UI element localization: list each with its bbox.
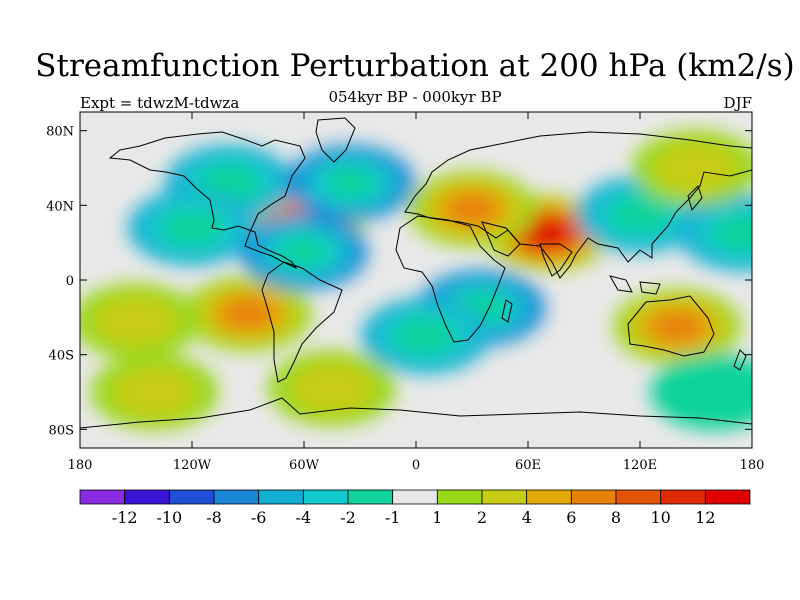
season-label: DJF (723, 94, 752, 112)
anomaly-contour (710, 214, 752, 253)
colorbar-label: 4 (522, 508, 532, 527)
colorbar-swatch (302, 489, 349, 505)
x-tick-label: 180 (68, 458, 93, 473)
anomaly-contour (160, 208, 224, 247)
anomaly-feature (408, 171, 536, 248)
y-tick-label: 80S (49, 423, 74, 438)
y-tick-label: 0 (66, 274, 74, 289)
colorbar-swatch (704, 489, 751, 505)
colorbar-label: -2 (340, 508, 356, 527)
anomaly-contour (112, 367, 197, 417)
anomaly-feature (361, 298, 490, 374)
coast-india (539, 243, 573, 277)
colorbar: -12 -10 -8 -6 -4 -2 -1 1 2 4 6 8 10 12 (79, 489, 751, 527)
axis-ticks: 80N 40N 0 40S 80S 180 120W 60W 0 60E 120E 180 (46, 112, 764, 473)
plot-area (80, 112, 752, 448)
colorbar-swatch (168, 489, 215, 505)
colorbar-label: 10 (650, 508, 670, 527)
coast-south-america (261, 261, 343, 383)
anomaly-feature (90, 354, 219, 430)
anomaly-feature (80, 283, 200, 360)
colorbar-swatch (615, 489, 662, 505)
x-tick-label: 120E (623, 458, 657, 473)
colorbar-swatch (436, 489, 483, 505)
coast-indonesia (608, 275, 661, 295)
x-tick-label: 120W (173, 458, 212, 473)
colorbar-swatch (124, 489, 170, 505)
anomaly-contour (654, 143, 738, 193)
coast-eurasia (404, 131, 752, 279)
colorbar-label: 6 (566, 508, 576, 527)
y-tick-label: 80N (46, 125, 74, 140)
y-tick-label: 40N (46, 199, 74, 214)
anomaly-feature (678, 195, 752, 272)
anomaly-contour (651, 310, 704, 343)
chart-title: Streamfunction Perturbation at 200 hPa (… (35, 48, 795, 84)
x-tick-label: 60W (289, 458, 320, 473)
colorbar-swatch (481, 489, 528, 505)
anomaly-feature (613, 288, 742, 365)
colorbar-label: -8 (206, 508, 222, 527)
x-tick-label: 180 (740, 458, 765, 473)
coast-australia (627, 295, 715, 357)
anomaly-contour (221, 297, 275, 330)
coast-madagascar (501, 299, 513, 323)
coast-arabia (481, 221, 521, 257)
colorbar-label: 8 (611, 508, 621, 527)
colorbar-label: 1 (432, 508, 442, 527)
anomaly-contour (290, 363, 374, 414)
anomaly-contour (445, 193, 499, 225)
anomaly-feature (632, 130, 752, 206)
anomaly-contour (277, 236, 331, 268)
coast-japan (687, 185, 703, 212)
x-tick-label: 0 (412, 458, 420, 473)
colorbar-swatch (570, 489, 617, 505)
colorbar-swatch (660, 489, 706, 505)
coast-north-america (108, 131, 306, 270)
colorbar-swatch (79, 489, 126, 505)
colorbar-swatch (526, 489, 572, 505)
coast-new-zealand (733, 349, 747, 371)
colorbar-swatch (392, 489, 438, 505)
anomaly-feature (268, 350, 396, 427)
anomaly-contour (608, 195, 672, 234)
colorbar-swatch (213, 489, 260, 505)
anomaly-contour (528, 222, 565, 245)
colorbar-label: -1 (385, 508, 401, 527)
coast-greenland (315, 117, 356, 163)
anomaly-contour (324, 167, 377, 199)
x-tick-label: 60E (515, 458, 541, 473)
colorbar-label: -12 (112, 508, 138, 527)
anomaly-feature (650, 354, 752, 430)
colorbar-swatch (347, 489, 394, 505)
anomaly-feature (286, 144, 415, 221)
chart-subtitle: 054kyr BP - 000kyr BP (328, 88, 502, 106)
colorbar-label: 12 (695, 508, 715, 527)
coast-antarctica (80, 397, 752, 429)
colorbar-label: 2 (477, 508, 487, 527)
anomaly-contour (94, 296, 178, 346)
anomaly-contour (393, 316, 458, 356)
anomaly-feature (128, 189, 256, 266)
coastlines (80, 117, 752, 429)
anomaly-contour (650, 354, 752, 430)
y-tick-label: 40S (49, 349, 74, 364)
coast-africa (395, 215, 506, 343)
colorbar-label: -10 (156, 508, 182, 527)
colorbar-label: -4 (296, 508, 312, 527)
colorbar-swatch (258, 489, 304, 505)
anomaly-feature (184, 275, 312, 352)
colorbar-label: -6 (251, 508, 267, 527)
experiment-label: Expt = tdwzM-tdwza (80, 94, 240, 112)
